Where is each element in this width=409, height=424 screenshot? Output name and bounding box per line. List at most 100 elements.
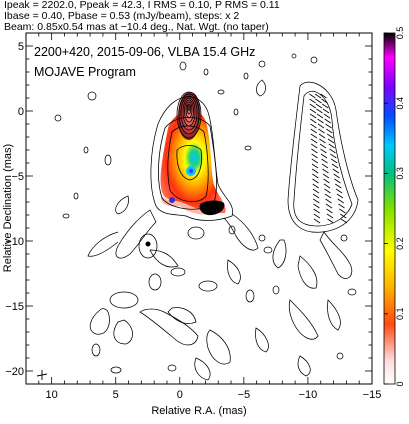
pol-vector	[326, 128, 333, 134]
x-tick-label: 0	[177, 389, 183, 401]
colorbar-tick-label: 0.5	[395, 27, 405, 40]
colorbar-tick-label: 0	[395, 381, 405, 386]
y-tick-label: 5	[18, 41, 24, 53]
pol-vector	[322, 173, 330, 179]
pol-vector	[310, 138, 318, 144]
pol-vector	[319, 143, 327, 149]
y-tick-label: 0	[18, 106, 24, 118]
pol-vector	[313, 218, 321, 224]
pol-vector	[312, 188, 320, 194]
pol-vector	[325, 123, 332, 129]
y-axis-label: Relative Declination (mas)	[2, 144, 14, 272]
source-annotation: 2200+420, 2015-09-06, VLBA 15.4 GHz	[34, 45, 255, 59]
pol-vector	[312, 193, 320, 199]
y-tick-label: −20	[5, 366, 24, 378]
pol-vector	[312, 173, 319, 179]
pol-vector	[324, 193, 332, 199]
pol-vector	[309, 108, 317, 114]
pol-vector	[311, 148, 318, 154]
pol-vector	[337, 198, 344, 204]
pol-vector	[338, 203, 345, 209]
pol-vector	[339, 208, 346, 214]
pol-vector	[311, 153, 318, 159]
pol-vector	[339, 213, 347, 219]
plot-frame	[25, 32, 373, 385]
polarized-emission	[160, 110, 226, 214]
pol-vector	[324, 188, 331, 194]
pol-vector	[315, 103, 323, 109]
pol-vector	[333, 173, 340, 179]
pol-vector	[320, 153, 328, 159]
pol-vector	[309, 113, 317, 119]
x-tick-label: −15	[363, 389, 382, 401]
pol-vector	[326, 133, 334, 139]
y-tick-label: −15	[5, 301, 24, 313]
axis-ticks	[25, 32, 373, 385]
header-line-2: Ibase = 0.40, Pbase = 0.53 (mJy/beam), s…	[4, 10, 240, 22]
pol-vector	[310, 118, 317, 124]
axis-tick-labels: 10 5 0 −5 −10 −15 5 0 −5 −10 −15 −20	[5, 41, 381, 401]
x-tick-label: 5	[113, 389, 119, 401]
pol-vector	[313, 213, 321, 219]
pol-vector	[340, 218, 348, 224]
pol-vector	[324, 118, 331, 124]
pol-vector	[312, 183, 319, 189]
pol-vector	[315, 98, 322, 104]
pol-vector	[322, 103, 329, 109]
pol-vector	[309, 103, 316, 109]
jet-contours	[54, 61, 266, 381]
core-region	[178, 92, 201, 140]
pol-vector	[326, 213, 334, 219]
pol-vector	[335, 188, 343, 194]
right-jet-outline	[293, 90, 353, 227]
colorbar-tick-label: 0.4	[395, 97, 405, 110]
x-tick-label: −5	[238, 389, 251, 401]
pol-vector	[313, 198, 320, 204]
pol-vector	[325, 203, 333, 209]
pol-vector	[323, 183, 331, 189]
colorbar-tick-label: 0.2	[395, 237, 405, 250]
pol-vector	[317, 118, 324, 124]
pol-knot-dark	[199, 200, 225, 216]
right-panel-image	[243, 53, 359, 377]
pol-vector	[322, 168, 329, 174]
pol-vector	[311, 158, 319, 164]
beam-marker	[36, 370, 48, 380]
pol-vector	[334, 178, 341, 184]
pol-vector	[310, 123, 317, 129]
pol-vector	[309, 98, 316, 104]
pol-vector	[316, 113, 324, 119]
pol-vector	[323, 113, 331, 119]
x-axis-label: Relative R.A. (mas)	[151, 405, 246, 417]
pol-vector	[336, 193, 344, 199]
pol-vector	[313, 208, 320, 214]
pol-vector	[322, 108, 330, 114]
colorbar-tick-labels: 0 0.1 0.2 0.3 0.4 0.5	[384, 27, 405, 387]
left-panel-image	[54, 61, 266, 381]
pol-vector	[312, 178, 319, 184]
pol-vector	[317, 123, 325, 129]
pol-vector	[323, 178, 330, 184]
x-tick-label: −10	[299, 389, 318, 401]
pol-vector	[325, 198, 332, 204]
pol-vector	[321, 158, 328, 164]
pol-vector	[328, 143, 335, 149]
pol-vector	[321, 98, 328, 104]
pol-vector	[313, 203, 320, 209]
program-annotation: MOJAVE Program	[34, 65, 136, 79]
colorbar-tick-label: 0.1	[395, 308, 405, 321]
pol-vector	[320, 93, 327, 99]
pol-vector	[310, 128, 317, 134]
pol-vector	[326, 208, 333, 214]
pol-vector	[330, 158, 338, 164]
pol-vector	[309, 93, 316, 99]
pol-vector	[311, 168, 319, 174]
colorbar-tick-label: 0.3	[395, 167, 405, 180]
pol-vector	[330, 153, 337, 159]
polarization-vectors	[309, 93, 348, 224]
pol-vector	[321, 163, 329, 169]
pol-vector	[331, 163, 339, 169]
pol-vector	[310, 133, 318, 139]
header-line-3: Beam: 0.85x0.54 mas at −10.4 deg., Nat. …	[4, 21, 269, 33]
